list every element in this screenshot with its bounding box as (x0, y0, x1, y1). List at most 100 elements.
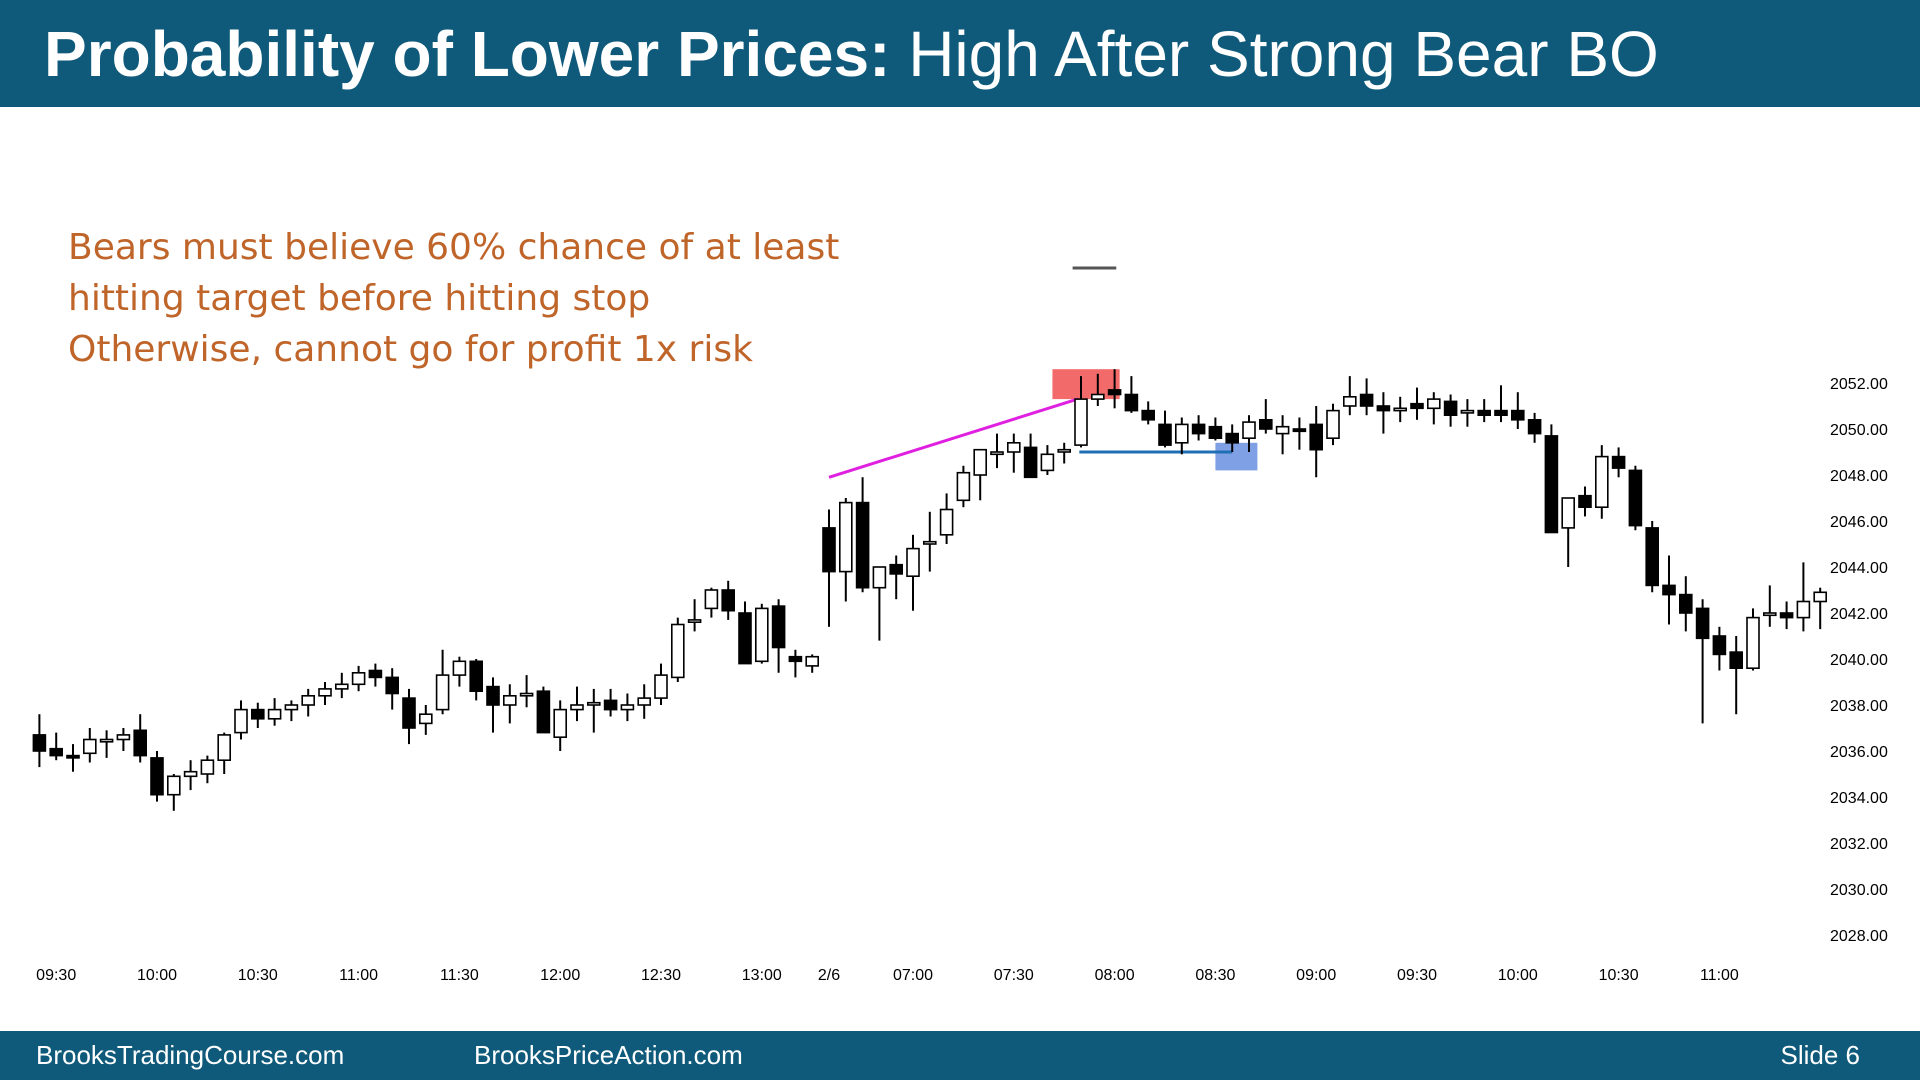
y-tick-label: 2040.00 (1830, 652, 1888, 669)
bear-candle (889, 563, 904, 575)
bull-candle (167, 775, 181, 796)
bear-candle (1494, 409, 1508, 417)
x-tick-label: 12:30 (641, 967, 681, 984)
footer-left-link[interactable]: BrooksTradingCourse.com (36, 1040, 345, 1070)
bear-candle (1309, 423, 1323, 451)
bear-candle (738, 612, 752, 665)
x-tick-label: 07:30 (994, 967, 1034, 984)
bull-candle (1326, 409, 1340, 440)
bull-candle (183, 770, 198, 778)
note-line-2: hitting target before hitting stop (68, 278, 651, 319)
bear-candle (1662, 584, 1676, 596)
x-tick-label: 09:30 (1397, 967, 1437, 984)
bull-candle (334, 683, 349, 690)
bull-candle (435, 674, 450, 711)
note-line-1: Bears must believe 60% chance of at leas… (68, 227, 840, 268)
bear-candle (1141, 409, 1155, 421)
bull-candle (1057, 448, 1071, 453)
bull-candle (301, 694, 316, 706)
bull-candle (1427, 398, 1441, 410)
candles (32, 369, 1827, 811)
bull-candle (1343, 395, 1357, 407)
slide-number: Slide 6 (1780, 1040, 1861, 1070)
bull-candle (704, 589, 719, 610)
bull-candle (906, 547, 920, 578)
bull-candle (1746, 616, 1760, 670)
bear-candle (66, 754, 80, 759)
bear-candle (150, 757, 164, 796)
bull-candle (318, 688, 332, 697)
bear-candle (32, 734, 47, 752)
bear-candle (1628, 469, 1643, 527)
bull-candle (1813, 591, 1827, 603)
y-tick-label: 2048.00 (1830, 468, 1888, 485)
bull-candle (267, 708, 282, 720)
bear-candle (1359, 393, 1374, 407)
title-bold-part: Probability of Lower Prices: (44, 18, 891, 90)
y-tick-label: 2030.00 (1830, 882, 1888, 899)
bull-candle (1074, 398, 1088, 446)
price-chart: 2052.00 2050.00 2048.00 2046.00 2044.00 2042.… (32, 266, 1888, 984)
bear-candle (1208, 425, 1223, 440)
bear-candle (1679, 593, 1693, 614)
bear-candle (1259, 418, 1273, 430)
bull-candle (670, 623, 685, 679)
y-tick-label: 2042.00 (1830, 606, 1888, 623)
bull-candle (1242, 421, 1256, 440)
bear-candle (1779, 612, 1794, 619)
x-tick-label: 10:30 (1599, 967, 1639, 984)
bear-candle (402, 697, 416, 729)
bear-candle (822, 527, 836, 573)
bear-candle (603, 699, 618, 711)
x-tick-label: 11:30 (440, 967, 479, 984)
bear-candle (133, 729, 147, 757)
bear-candle (721, 589, 736, 612)
bull-candle (418, 713, 433, 725)
bear-candle (771, 605, 786, 649)
bull-candle (234, 708, 248, 734)
y-tick-label: 2052.00 (1830, 376, 1888, 393)
bull-candle (620, 704, 635, 711)
bull-candle (990, 451, 1004, 456)
x-tick-label: 07:00 (893, 967, 933, 984)
x-tick-label: 08:00 (1095, 967, 1135, 984)
y-tick-label: 2050.00 (1830, 422, 1888, 439)
x-tick-label: 08:30 (1195, 967, 1235, 984)
note-line-3: Otherwise, cannot go for profit 1x risk (68, 329, 753, 370)
bull-candle (687, 619, 702, 624)
bear-candle (788, 655, 803, 663)
y-tick-label: 2032.00 (1830, 836, 1888, 853)
x-tick-label: 09:30 (36, 967, 76, 984)
footer-middle-link[interactable]: BrooksPriceAction.com (474, 1040, 743, 1070)
bear-candle (536, 690, 551, 734)
bear-candle (1544, 435, 1559, 534)
x-tick-label: 10:00 (137, 967, 177, 984)
x-tick-label: 11:00 (339, 967, 378, 984)
bull-candle (1763, 612, 1777, 617)
x-tick-label: 10:00 (1498, 967, 1538, 984)
bull-candle (1595, 455, 1609, 509)
bull-candle (1006, 441, 1021, 453)
bull-candle (956, 471, 971, 502)
bear-candle (1527, 418, 1542, 435)
bear-candle (469, 660, 484, 692)
bear-candle (1023, 446, 1038, 479)
y-tick-label: 2044.00 (1830, 560, 1888, 577)
bear-candle (1511, 409, 1525, 421)
bear-probability-note: Bears must believe 60% chance of at leas… (68, 222, 839, 375)
bear-candle (251, 708, 265, 720)
bull-candle (200, 759, 215, 775)
bull-candle (1796, 600, 1811, 619)
bear-candle (1292, 428, 1307, 433)
bull-candle (637, 697, 652, 706)
y-tick-label: 2046.00 (1830, 514, 1888, 531)
bull-candle (1275, 425, 1290, 435)
bear-candle (486, 685, 500, 706)
bull-candle (872, 566, 887, 589)
bull-candle (1091, 393, 1105, 400)
magenta-trendline (828, 397, 1079, 479)
x-axis: 09:30 10:00 10:30 11:00 11:30 12:00 12:30 13:00… (36, 967, 1739, 984)
bear-candle (1410, 402, 1424, 410)
x-tick-label: 09:00 (1296, 967, 1336, 984)
bear-candle (49, 747, 64, 757)
